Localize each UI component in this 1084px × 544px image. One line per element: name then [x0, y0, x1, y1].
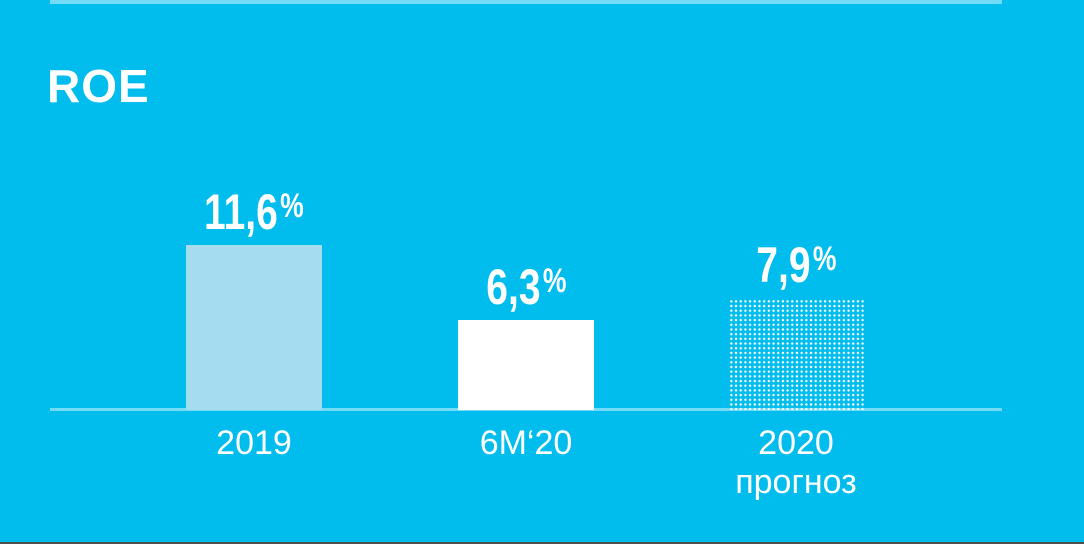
bottom-edge-line [0, 542, 1084, 544]
bar-6m20 [458, 320, 594, 410]
bar-group-2: 6,3% 6M‘20 [436, 0, 616, 544]
top-accent-strip [50, 0, 1002, 4]
x-axis-label: 2019 [216, 424, 292, 462]
x-axis-label: 2020 прогноз [735, 424, 857, 501]
bar-value-label: 6,3% [485, 259, 567, 315]
x-axis-label: 6M‘20 [479, 424, 573, 462]
bar-2019 [186, 245, 322, 410]
bar-2020-forecast [728, 298, 864, 410]
bar-group-1: 11,6% 2019 [164, 0, 344, 544]
bar-value-label: 7,9% [755, 237, 837, 293]
chart-title: ROE [47, 59, 150, 112]
bar-value-label: 11,6% [204, 184, 304, 240]
bar-group-3: 7,9% 2020 прогноз [706, 0, 886, 544]
